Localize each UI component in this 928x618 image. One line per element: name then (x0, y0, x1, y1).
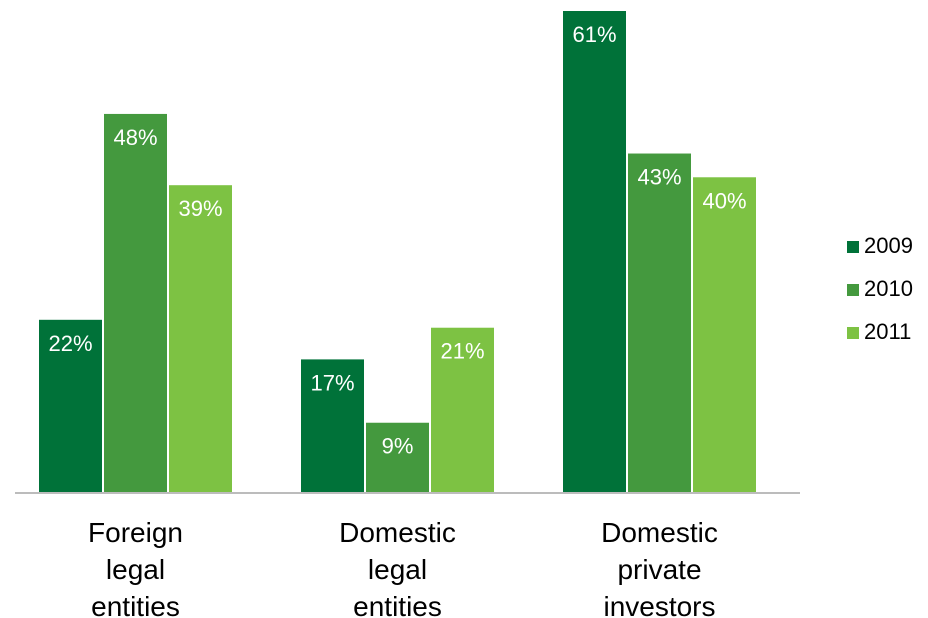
bar-2009-2 (561, 9, 628, 494)
category-labels: Foreign legal entities Domestic legal entitie… (88, 517, 718, 618)
legend-label-2011: 2011 (864, 319, 911, 344)
legend-swatch-2009 (847, 241, 859, 253)
data-label-2010-1: 9% (382, 434, 414, 459)
bars-layer: 22% 48% 39% 17% 9% 21% 61% 43% 40% (37, 9, 758, 495)
data-label-2009-2: 61% (572, 22, 616, 47)
category-label-2-line-1: private (617, 554, 701, 585)
category-label-1-line-2: entities (353, 591, 442, 618)
data-label-2009-0: 22% (48, 331, 92, 356)
data-label-2011-1: 21% (440, 339, 484, 364)
legend-label-2009: 2009 (864, 233, 913, 258)
data-label-2009-1: 17% (310, 370, 354, 395)
data-label-2010-0: 48% (113, 125, 157, 150)
legend-label-2010: 2010 (864, 276, 913, 301)
legend-swatch-2011 (847, 327, 859, 339)
bar-2009-1 (299, 357, 366, 494)
category-label-0-line-1: legal (106, 554, 165, 585)
category-label-0-line-0: Foreign (88, 517, 183, 548)
bar-2011-2 (691, 175, 758, 494)
bar-2009-0 (37, 317, 104, 494)
category-label-0-line-2: entities (91, 591, 180, 618)
data-label-2011-0: 39% (178, 196, 222, 221)
category-label-1-line-0: Domestic (339, 517, 456, 548)
data-label-2011-2: 40% (702, 188, 746, 213)
bar-2011-1 (429, 325, 496, 494)
category-label-2-line-2: investors (603, 591, 715, 618)
legend-swatch-2010 (847, 284, 859, 296)
bar-2010-0 (102, 111, 169, 495)
category-label-1-line-1: legal (368, 554, 427, 585)
bar-2010-2 (626, 151, 693, 494)
category-label-2-line-0: Domestic (601, 517, 718, 548)
legend: 2009 2010 2011 (847, 233, 913, 344)
data-label-2010-2: 43% (637, 165, 681, 190)
bar-2011-0 (167, 183, 234, 494)
